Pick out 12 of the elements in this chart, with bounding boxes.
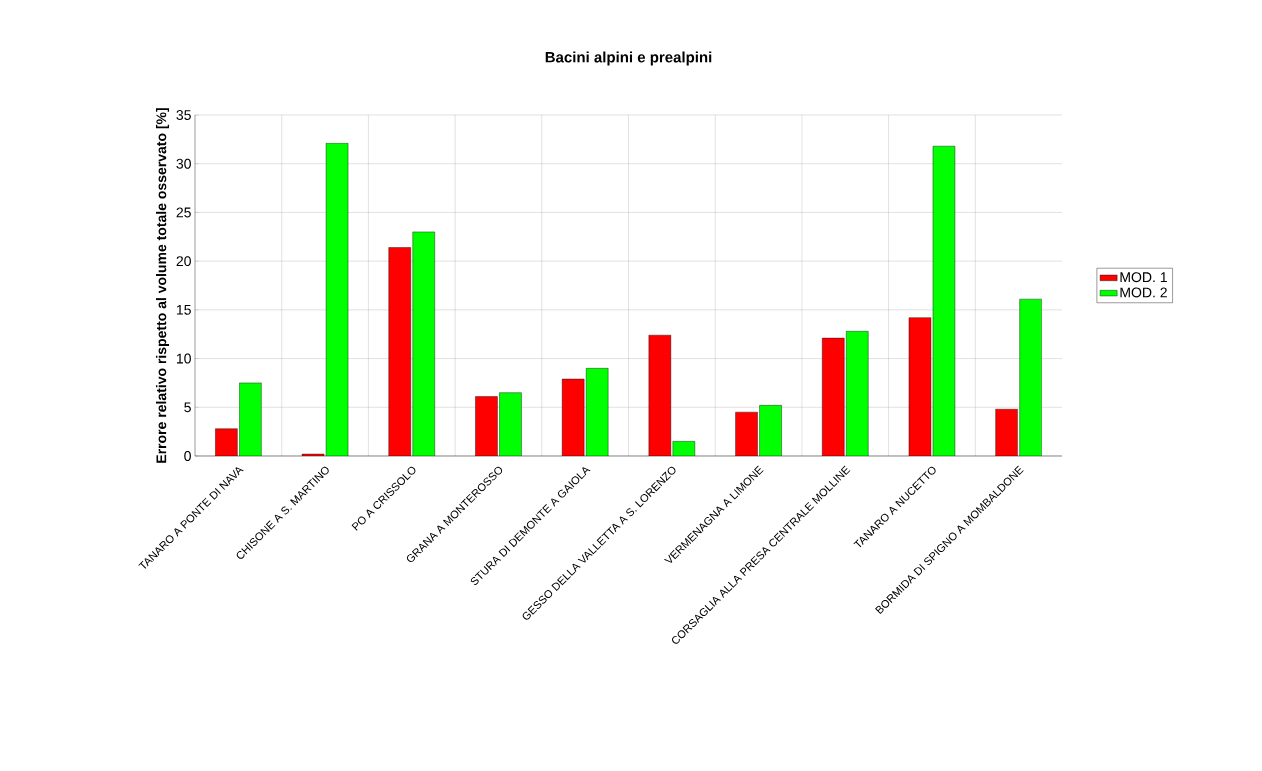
y-axis-title: Errore relativo rispetto al volume totale osservato [%] — [155, 108, 170, 463]
legend-label: MOD. 1 — [1120, 272, 1167, 283]
legend-label: MOD. 2 — [1120, 287, 1167, 298]
y-tick-label: 30 — [176, 158, 191, 169]
y-tick-label: 0 — [184, 451, 191, 461]
y-tick-label: 10 — [176, 353, 191, 364]
chart-title: Bacini alpini e prealpini — [545, 51, 712, 66]
y-tick-label: 25 — [176, 207, 191, 218]
y-tick-label: 20 — [176, 256, 191, 267]
y-tick-label: 35 — [176, 110, 191, 120]
y-tick-label: 5 — [184, 402, 191, 413]
y-tick-label: 15 — [176, 304, 191, 315]
